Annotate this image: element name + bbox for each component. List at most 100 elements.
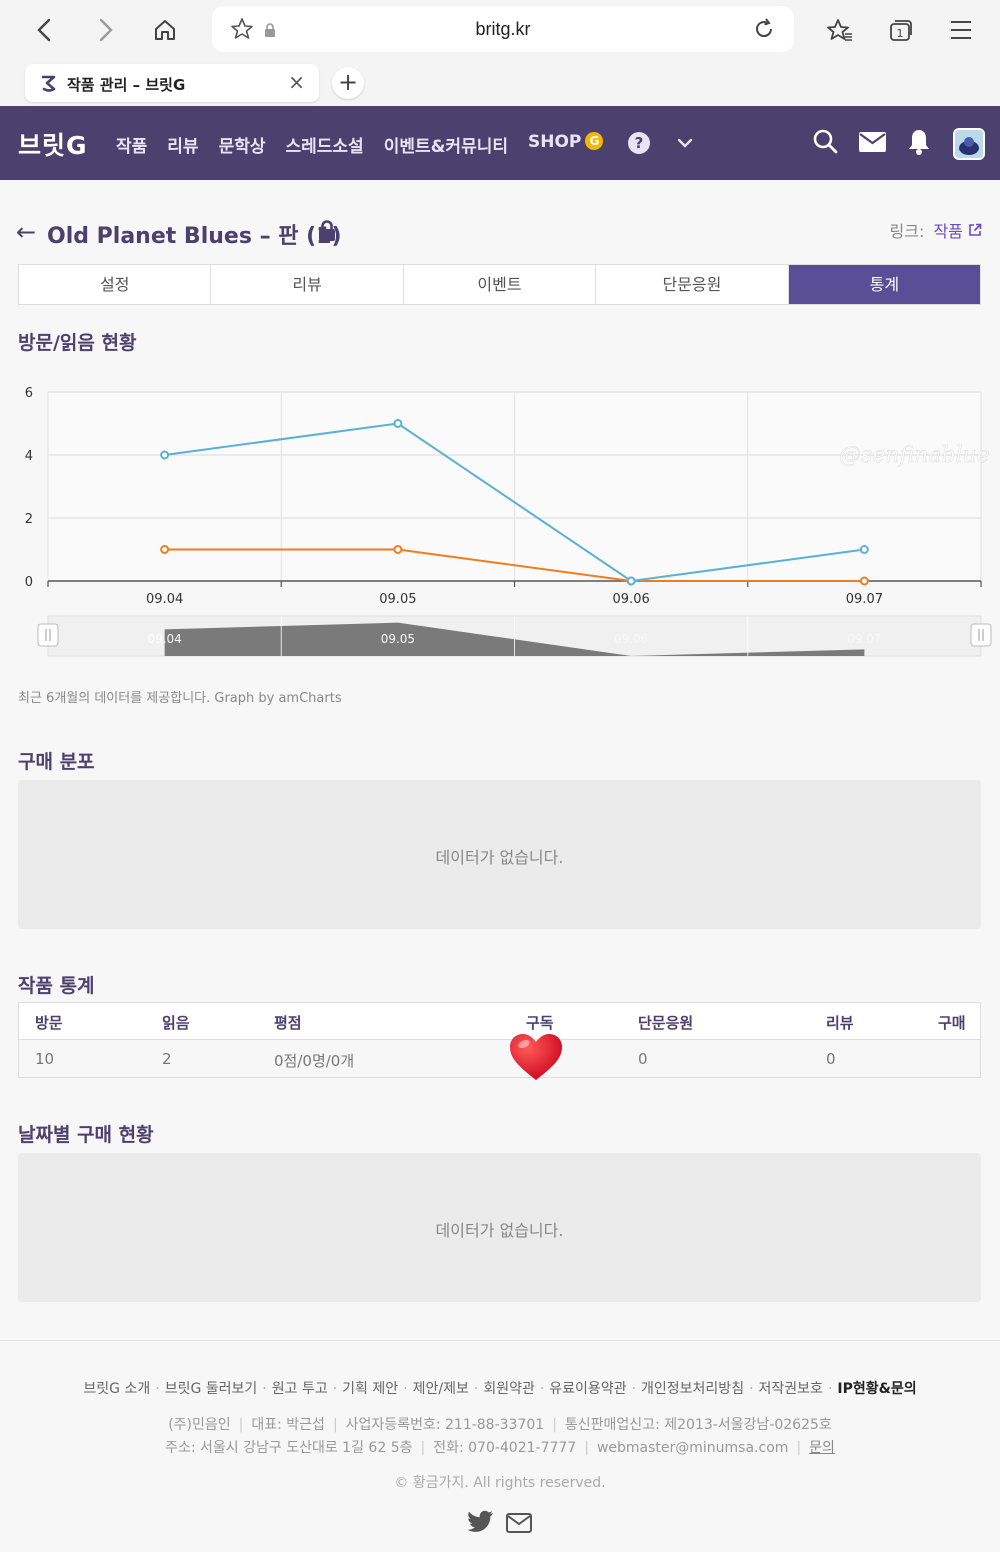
table-header-row: 방문 읽음 평점 구독 단문응원 리뷰 구매 [19, 1003, 980, 1040]
back-arrow-icon[interactable]: ← [16, 218, 37, 246]
footer-link[interactable]: 원고 투고 [271, 1381, 328, 1397]
back-icon[interactable] [26, 12, 62, 48]
email-icon[interactable] [506, 1513, 532, 1537]
work-page-link[interactable]: 작품 [933, 222, 963, 241]
header-reviews: 리뷰 [826, 1014, 854, 1032]
footer-info-item: webmaster@minumsa.com [596, 1440, 789, 1456]
address-bar[interactable]: britg.kr [212, 6, 794, 52]
daily-purchase-empty: 데이터가 없습니다. [18, 1153, 981, 1302]
avatar[interactable] [953, 128, 985, 160]
footer-separator: · [403, 1381, 408, 1397]
menu-item-reviews[interactable]: 리뷰 [167, 137, 199, 157]
reload-icon[interactable] [752, 17, 776, 45]
chart-note: 최근 6개월의 데이터를 제공합니다. Graph by amCharts [18, 691, 342, 706]
bookmarks-icon[interactable] [822, 12, 858, 48]
menu-item-shop[interactable]: SHOP G [528, 132, 604, 157]
footer-link[interactable]: 회원약관 [483, 1381, 535, 1397]
footer-separator: · [155, 1381, 160, 1397]
range-tick-label: 09.07 [847, 632, 881, 646]
menu-item-works[interactable]: 작품 [116, 137, 148, 157]
footer-info-item: 사업자등록번호: 211-88-33701 [345, 1417, 545, 1433]
main-menu: 작품 리뷰 문학상 스레드소설 이벤트&커뮤니티 SHOP G [116, 132, 604, 157]
series-line [164, 548, 865, 582]
url-text: britg.kr [475, 19, 531, 39]
close-tab-icon[interactable]: × [288, 70, 305, 94]
footer-separator: · [631, 1381, 637, 1397]
tabs-icon[interactable]: 1 [883, 12, 919, 48]
header-cheers: 단문응원 [638, 1014, 694, 1032]
menu-item-events[interactable]: 이벤트&커뮤니티 [383, 137, 508, 157]
footer-link[interactable]: 제안/제보 [412, 1381, 469, 1397]
footer-link[interactable]: 브릿G 소개 [83, 1381, 151, 1397]
tab-reviews[interactable]: 리뷰 [211, 265, 404, 304]
footer-bar: | [552, 1417, 557, 1433]
menu-icon[interactable] [943, 12, 979, 48]
data-point[interactable] [160, 450, 170, 460]
new-tab-button[interactable]: + [332, 67, 364, 99]
link-label: 링크: [889, 222, 925, 241]
data-point[interactable] [393, 545, 403, 554]
private-lock-icon [318, 220, 336, 246]
x-tick-label: 09.05 [379, 592, 416, 607]
data-point[interactable] [160, 545, 170, 554]
footer-bar: | [238, 1417, 244, 1433]
footer-info-item: 전화: 070-4021-7777 [433, 1440, 577, 1456]
browser-tab[interactable]: 작품 관리 – 브릿G × [25, 64, 319, 102]
gold-coin-icon: G [585, 132, 604, 150]
header-reads: 읽음 [162, 1014, 190, 1032]
range-grip-handle[interactable] [37, 623, 59, 647]
home-icon[interactable] [147, 12, 183, 48]
footer-link[interactable]: 개인정보처리방침 [641, 1381, 745, 1397]
data-point[interactable] [626, 576, 636, 586]
tab-strip: 작품 관리 – 브릿G × + [0, 62, 1000, 106]
mail-icon[interactable] [859, 132, 886, 156]
x-tick-label: 09.04 [146, 592, 183, 607]
help-icon[interactable]: ? [628, 132, 650, 154]
footer-link[interactable]: 유료이용약관 [549, 1381, 627, 1397]
site-header: 브릿G 작품 리뷰 문학상 스레드소설 이벤트&커뮤니티 SHOP G ? [0, 106, 1000, 180]
y-tick-label: 0 [25, 575, 33, 590]
footer-info-item: 주소: 서울시 강남구 도산대로 1길 62 5층 [165, 1440, 413, 1456]
range-grip-handle[interactable] [970, 623, 992, 647]
footer-company-info: (주)민음인 | 대표: 박근섭 | 사업자등록번호: 211-88-33701 | 통신판… [0, 1414, 1000, 1434]
bell-icon[interactable] [907, 128, 931, 160]
tab-settings[interactable]: 설정 [19, 265, 212, 304]
forward-icon[interactable] [88, 12, 124, 48]
footer-info-item: 통신판매업신고: 제2013-서울강남-02625호 [564, 1417, 832, 1433]
footer-link[interactable]: 저작권보호 [758, 1381, 823, 1397]
value-cheers: 0 [638, 1050, 648, 1068]
footer-info-item: (주)민음인 [168, 1417, 231, 1433]
range-tick-label: 09.06 [614, 632, 648, 646]
empty-message: 데이터가 없습니다. [435, 1221, 564, 1240]
y-tick-label: 4 [25, 449, 33, 464]
footer-link[interactable]: 브릿G 둘러보기 [164, 1381, 258, 1397]
menu-item-awards[interactable]: 문학상 [218, 137, 266, 157]
footer-bar: | [420, 1440, 426, 1456]
footer-link[interactable]: IP현황&문의 [837, 1381, 917, 1397]
footer-inquiry-link[interactable]: 문의 [809, 1440, 835, 1456]
footer-divider [0, 1340, 1000, 1341]
data-point[interactable] [859, 576, 869, 586]
data-point[interactable] [859, 545, 869, 554]
footer-link[interactable]: 기획 제안 [342, 1381, 399, 1397]
twitter-icon[interactable] [467, 1510, 494, 1536]
tab-cheers[interactable]: 단문응원 [596, 265, 789, 304]
search-icon[interactable] [812, 128, 838, 158]
work-stats-section-title: 작품 통계 [18, 975, 95, 997]
chevron-down-icon[interactable] [676, 132, 694, 158]
menu-item-thread-novel[interactable]: 스레드소설 [285, 137, 364, 157]
daily-purchase-section-title: 날짜별 구매 현황 [18, 1124, 154, 1146]
footer-bar: | [584, 1440, 589, 1456]
favicon-icon [39, 73, 59, 97]
bookmark-star-icon[interactable] [230, 17, 254, 45]
x-tick-label: 09.07 [846, 592, 883, 607]
footer-separator: · [332, 1381, 338, 1397]
footer-contact-info: 주소: 서울시 강남구 도산대로 1길 62 5층 | 전화: 070-4021-7… [0, 1437, 1000, 1457]
tab-statistics[interactable]: 통계 [788, 265, 981, 304]
tab-events[interactable]: 이벤트 [404, 265, 597, 304]
data-point[interactable] [393, 419, 403, 428]
range-tick-label: 09.04 [147, 632, 181, 646]
external-link-icon[interactable] [968, 222, 982, 241]
y-tick-label: 6 [25, 386, 33, 401]
site-logo[interactable]: 브릿G [18, 131, 88, 160]
